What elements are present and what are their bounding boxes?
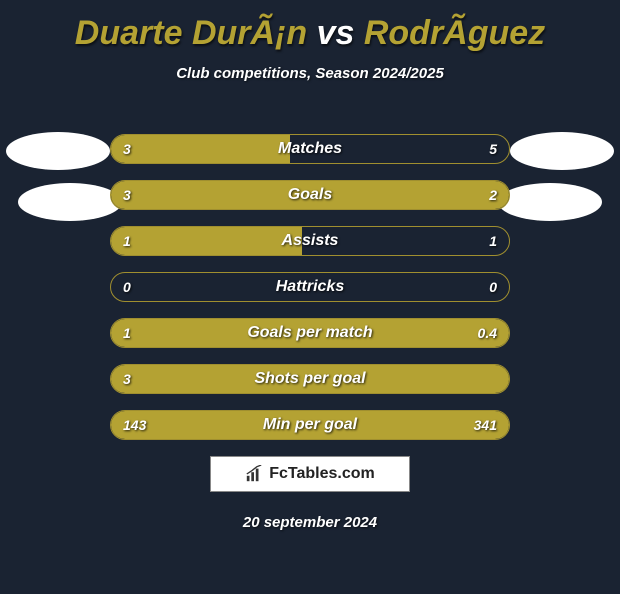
player1-avatar-bottom bbox=[18, 183, 122, 221]
stat-label: Goals per match bbox=[111, 319, 509, 347]
stat-value-p2: 0.4 bbox=[478, 319, 497, 347]
stat-label: Min per goal bbox=[111, 411, 509, 439]
stat-label: Matches bbox=[111, 135, 509, 163]
page-title: Duarte DurÃ¡n vs RodrÃ­guez bbox=[0, 14, 620, 53]
stats-container: 3Matches53Goals21Assists10Hattricks01Goa… bbox=[110, 134, 510, 456]
stat-row: 1Goals per match0.4 bbox=[110, 318, 510, 348]
player2-avatar-top bbox=[510, 132, 614, 170]
player1-name: Duarte DurÃ¡n bbox=[75, 14, 307, 52]
stat-value-p2: 2 bbox=[489, 181, 497, 209]
subtitle: Club competitions, Season 2024/2025 bbox=[0, 65, 620, 82]
stat-label: Shots per goal bbox=[111, 365, 509, 393]
stat-value-p2: 341 bbox=[474, 411, 497, 439]
player2-avatar-bottom bbox=[498, 183, 602, 221]
stat-row: 1Assists1 bbox=[110, 226, 510, 256]
stat-value-p2: 0 bbox=[489, 273, 497, 301]
player2-name: RodrÃ­guez bbox=[364, 14, 545, 52]
stat-label: Assists bbox=[111, 227, 509, 255]
stat-label: Hattricks bbox=[111, 273, 509, 301]
logo-text: FcTables.com bbox=[269, 465, 375, 483]
stat-row: 3Goals2 bbox=[110, 180, 510, 210]
vs-text: vs bbox=[307, 14, 364, 52]
chart-icon bbox=[245, 465, 263, 483]
stat-row: 3Shots per goal bbox=[110, 364, 510, 394]
stat-value-p2: 1 bbox=[489, 227, 497, 255]
stat-row: 143Min per goal341 bbox=[110, 410, 510, 440]
stat-row: 3Matches5 bbox=[110, 134, 510, 164]
stat-row: 0Hattricks0 bbox=[110, 272, 510, 302]
player1-avatar-top bbox=[6, 132, 110, 170]
footer-date: 20 september 2024 bbox=[0, 514, 620, 531]
stat-value-p2: 5 bbox=[489, 135, 497, 163]
logo-box: FcTables.com bbox=[210, 456, 410, 492]
stat-label: Goals bbox=[111, 181, 509, 209]
